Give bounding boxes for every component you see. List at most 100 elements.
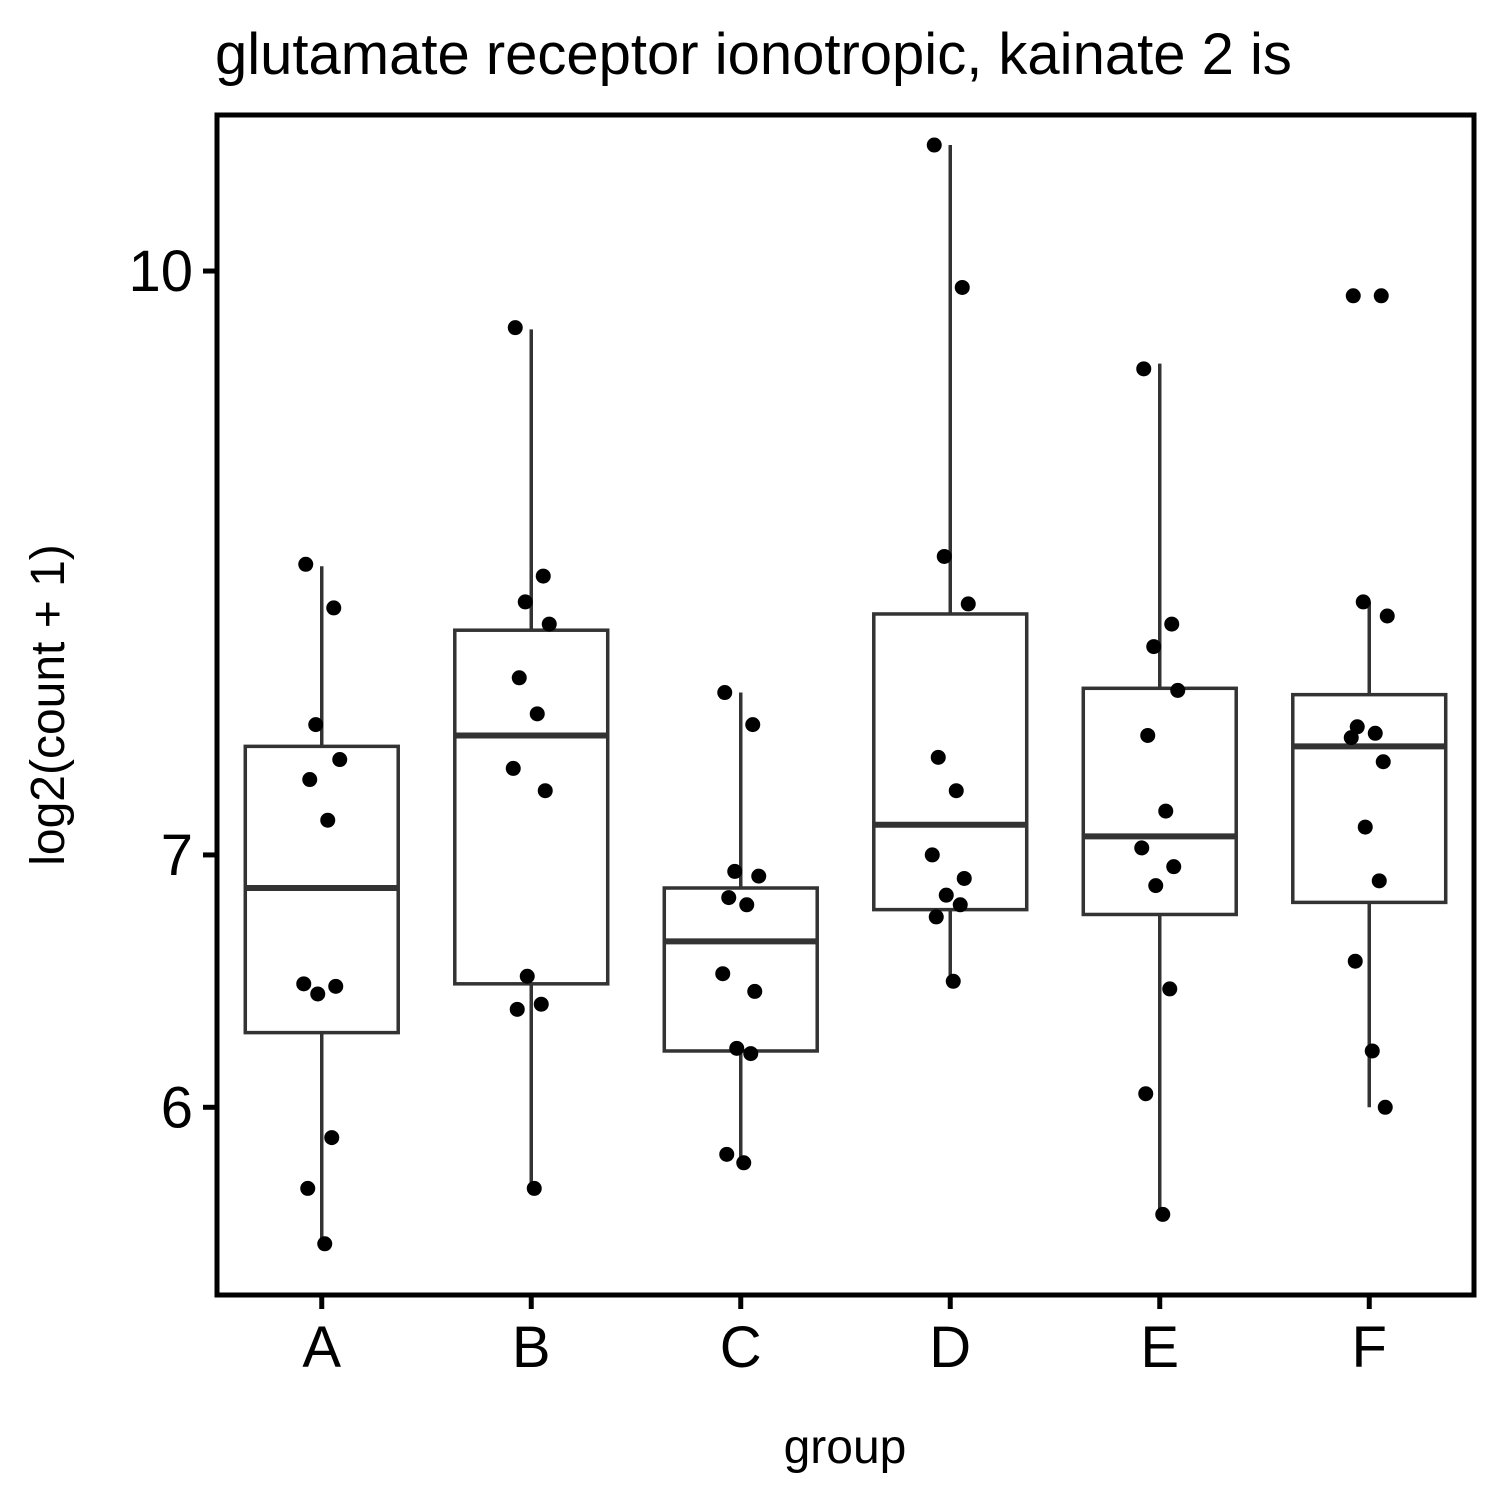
chart-title: glutamate receptor ionotropic, kainate 2…	[215, 22, 1292, 87]
data-point-f	[1371, 873, 1387, 889]
data-point-f	[1373, 288, 1389, 304]
data-point-a	[302, 772, 318, 788]
data-point-e	[1134, 840, 1150, 856]
data-point-d	[948, 783, 964, 799]
box-f	[1291, 601, 1448, 1108]
data-point-b	[529, 706, 545, 722]
data-point-e	[1166, 859, 1182, 875]
data-point-a	[298, 556, 314, 572]
data-point-d	[936, 548, 952, 564]
data-point-c	[719, 1146, 735, 1162]
data-point-f	[1375, 754, 1391, 770]
data-point-f	[1379, 608, 1395, 624]
data-point-d	[960, 596, 976, 612]
data-point-c	[743, 1046, 759, 1062]
data-point-d	[926, 137, 942, 153]
y-tick-label: 10	[128, 239, 193, 304]
x-axis: A B C D E F	[302, 1295, 1387, 1380]
data-point-c	[745, 717, 761, 733]
data-point-a	[317, 1236, 333, 1252]
data-point-f	[1355, 594, 1371, 610]
data-point-b	[519, 968, 535, 984]
box-e	[1081, 363, 1238, 1212]
data-point-a	[300, 1180, 316, 1196]
y-axis-title: log2(count + 1)	[22, 544, 75, 866]
data-point-e	[1155, 1206, 1171, 1222]
data-point-e	[1164, 616, 1180, 632]
data-point-b	[509, 1001, 525, 1017]
box-body-d	[872, 612, 1029, 912]
y-axis: 6 7 10	[128, 239, 217, 1140]
x-tick-label: D	[929, 1315, 971, 1380]
data-point-b	[505, 760, 521, 776]
data-point-d	[938, 887, 954, 903]
box-body-c	[662, 886, 819, 1053]
data-point-e	[1162, 981, 1178, 997]
data-point-c	[721, 890, 737, 906]
data-point-a	[328, 978, 344, 994]
boxes-layer	[243, 145, 1448, 1244]
data-point-f	[1357, 819, 1373, 835]
data-point-c	[717, 685, 733, 701]
box-d	[872, 145, 1029, 982]
box-body-e	[1081, 686, 1238, 917]
x-tick-label: E	[1140, 1315, 1179, 1380]
points-layer	[296, 137, 1395, 1252]
data-point-a	[308, 717, 324, 733]
data-point-d	[924, 847, 940, 863]
data-point-a	[332, 752, 348, 768]
data-point-c	[736, 1155, 752, 1171]
data-point-f	[1347, 953, 1363, 969]
data-point-d	[952, 897, 968, 913]
x-tick-label: C	[720, 1315, 762, 1380]
y-tick-label: 7	[161, 823, 193, 888]
data-point-f	[1367, 725, 1383, 741]
data-point-d	[928, 909, 944, 925]
box-body-b	[453, 628, 610, 986]
data-point-d	[945, 973, 961, 989]
data-point-a	[326, 600, 342, 616]
x-tick-label: B	[512, 1315, 551, 1380]
data-point-e	[1148, 878, 1164, 894]
data-point-b	[517, 594, 533, 610]
data-point-f	[1377, 1099, 1393, 1115]
x-axis-title: group	[784, 1421, 907, 1474]
data-point-c	[747, 983, 763, 999]
y-tick-label: 6	[161, 1075, 193, 1140]
data-point-b	[511, 670, 527, 686]
data-point-a	[324, 1130, 340, 1146]
data-point-e	[1170, 682, 1186, 698]
data-point-e	[1138, 1086, 1154, 1102]
box-body-f	[1291, 692, 1448, 905]
data-point-b	[535, 568, 551, 584]
data-point-b	[541, 616, 557, 632]
plot-panel-border	[214, 112, 1477, 1298]
box-b	[453, 329, 610, 1186]
x-tick-label: A	[302, 1315, 341, 1380]
data-point-d	[956, 870, 972, 886]
data-point-c	[751, 868, 767, 884]
data-point-d	[954, 279, 970, 295]
box-a	[243, 566, 400, 1244]
data-point-c	[715, 966, 731, 982]
data-point-b	[526, 1180, 542, 1196]
data-point-e	[1136, 361, 1152, 377]
data-point-c	[739, 897, 755, 913]
data-point-e	[1146, 639, 1162, 655]
data-point-b	[533, 996, 549, 1012]
data-point-b	[507, 320, 523, 336]
box-c	[662, 692, 819, 1160]
data-point-f	[1345, 288, 1361, 304]
data-point-d	[930, 749, 946, 765]
data-point-a	[296, 976, 312, 992]
data-point-b	[537, 783, 553, 799]
data-point-c	[729, 1040, 745, 1056]
data-point-f	[1364, 1043, 1380, 1059]
data-point-f	[1343, 730, 1359, 746]
data-point-c	[727, 863, 743, 879]
x-tick-label: F	[1352, 1315, 1387, 1380]
data-point-e	[1158, 803, 1174, 819]
data-point-a	[310, 986, 326, 1002]
data-point-a	[320, 812, 336, 828]
